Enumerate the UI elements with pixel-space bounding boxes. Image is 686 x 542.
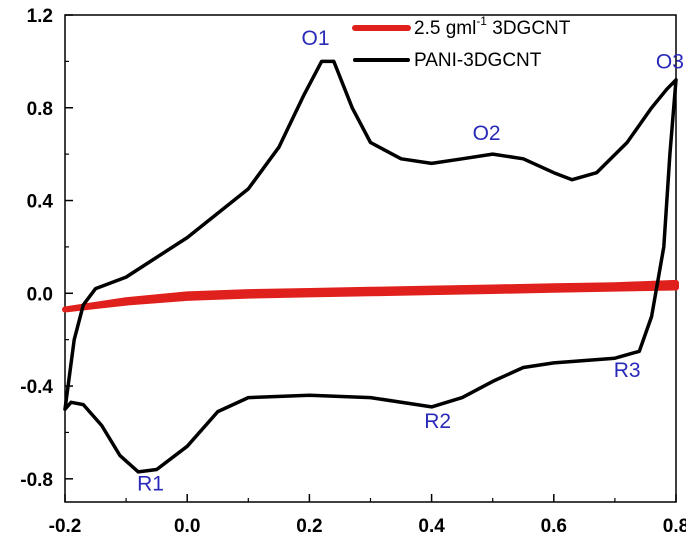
peak-label: R2 (424, 410, 451, 433)
series-line-0 (62, 279, 679, 313)
peak-label: O1 (302, 27, 330, 50)
x-tick-label: 0.0 (174, 516, 200, 537)
legend: 2.5 gml-1 3DGCNT PANI-3DGCNT (352, 14, 571, 71)
y-tick-label: -0.4 (20, 377, 53, 398)
legend-label: 2.5 gml-1 3DGCNT (414, 14, 571, 39)
x-tick-label: -0.2 (49, 516, 82, 537)
x-tick-label: 0.4 (418, 516, 445, 537)
y-tick-label: 1.2 (27, 6, 53, 27)
x-tick-label: 0.2 (296, 516, 322, 537)
axis-tick-labels: -0.2 0.0 0.2 0.4 0.6 0.8 -0.8 -0.4 0.0 0.4 0.8 1.2 (20, 6, 686, 537)
series-layer (62, 59, 679, 474)
series-line-1 (63, 59, 678, 474)
y-tick-label: 0.8 (27, 99, 53, 120)
peak-label: R3 (614, 359, 641, 382)
plot-area (64, 14, 677, 503)
y-tick-label: -0.8 (20, 470, 53, 491)
y-tick-label: 0.0 (27, 284, 53, 305)
y-tick-label: 0.4 (27, 192, 54, 213)
legend-label: PANI-3DGCNT (414, 50, 542, 71)
x-tick-label: 0.8 (663, 516, 686, 537)
x-tick-label: 0.6 (541, 516, 567, 537)
peak-label: O3 (656, 50, 684, 73)
peak-label: R1 (137, 472, 164, 495)
peak-label: O2 (473, 122, 501, 145)
peak-annotations: O1 O2 O3 R1 R2 R3 (137, 27, 684, 495)
